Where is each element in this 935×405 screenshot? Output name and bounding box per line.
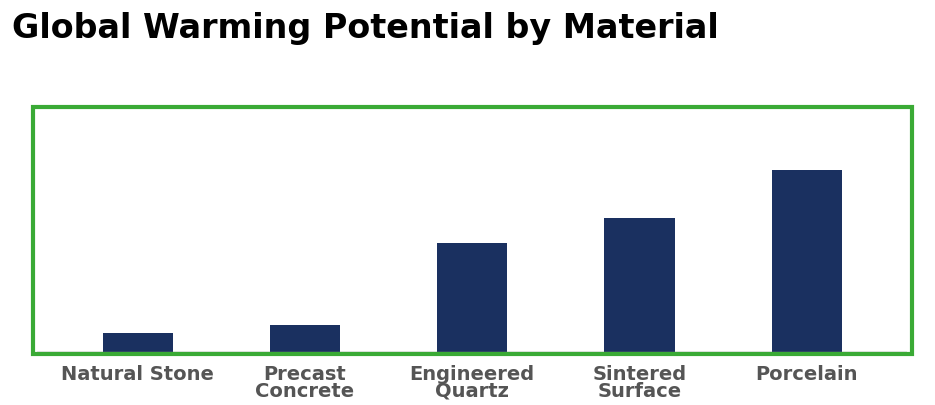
Text: Concrete: Concrete	[255, 381, 354, 400]
Bar	[270, 326, 340, 352]
Text: Precast: Precast	[264, 364, 346, 384]
Text: Engineered: Engineered	[410, 364, 535, 384]
Text: Porcelain: Porcelain	[755, 364, 858, 384]
Text: Sintered: Sintered	[593, 364, 686, 384]
Bar	[604, 219, 674, 352]
Text: Quartz: Quartz	[435, 381, 510, 400]
Text: Global Warming Potential by Material: Global Warming Potential by Material	[12, 12, 719, 45]
Text: Natural Stone: Natural Stone	[62, 364, 214, 384]
Bar	[103, 333, 173, 352]
Text: Surface: Surface	[597, 381, 682, 400]
Bar	[437, 243, 508, 352]
Bar	[771, 170, 842, 352]
